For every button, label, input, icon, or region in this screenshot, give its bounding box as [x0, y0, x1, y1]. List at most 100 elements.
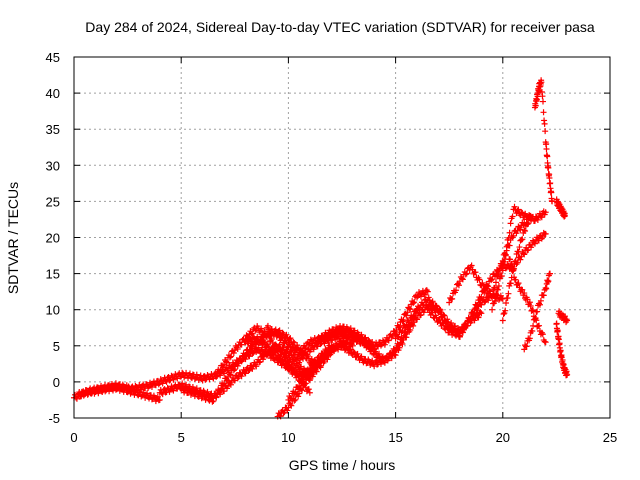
data-point [517, 226, 524, 233]
data-point [424, 288, 431, 295]
data-point [213, 394, 220, 401]
data-point [530, 322, 537, 329]
data-point [436, 306, 443, 313]
y-tick-label: 15 [46, 267, 60, 282]
data-point [385, 337, 392, 344]
data-point [395, 333, 402, 340]
data-point [519, 236, 526, 243]
data-point [343, 343, 350, 350]
data-point [235, 373, 242, 380]
data-point [540, 98, 546, 105]
data-point [227, 372, 234, 379]
data-point [525, 220, 532, 227]
data-point [231, 366, 238, 373]
data-point [283, 352, 290, 359]
data-point [506, 229, 513, 236]
data-point [561, 212, 568, 219]
data-point [256, 340, 263, 347]
data-point [495, 282, 502, 289]
y-tick-label: 20 [46, 231, 60, 246]
data-point [453, 287, 460, 294]
data-point [246, 347, 253, 354]
y-tick-label: 10 [46, 303, 60, 318]
data-point [524, 221, 531, 228]
data-point [196, 390, 203, 397]
data-point [223, 358, 230, 365]
data-point [365, 341, 372, 348]
data-point [413, 310, 420, 317]
data-point [440, 320, 447, 327]
data-point [301, 381, 308, 388]
data-point [163, 378, 170, 385]
data-point [539, 93, 546, 100]
data-point [294, 360, 301, 367]
data-point [373, 350, 380, 357]
data-point [519, 209, 526, 216]
data-point [498, 273, 505, 280]
data-point [512, 276, 519, 283]
data-point [459, 329, 466, 336]
data-point [540, 109, 547, 116]
data-point [242, 351, 249, 358]
data-point [522, 227, 529, 234]
series-track-u [553, 320, 571, 379]
data-point [292, 396, 299, 403]
data-point [521, 251, 528, 258]
data-point [309, 369, 316, 376]
data-point [481, 299, 488, 306]
data-point [518, 209, 525, 216]
data-point [286, 340, 293, 347]
data-point [321, 340, 328, 347]
data-point [288, 402, 295, 409]
data-point [253, 363, 260, 370]
data-point [410, 300, 417, 307]
data-point [275, 345, 282, 352]
data-point [327, 348, 334, 355]
data-point [234, 362, 241, 369]
y-tick-label: -5 [48, 411, 60, 426]
data-point [515, 280, 522, 287]
data-point [436, 315, 443, 322]
data-point [320, 354, 327, 361]
data-point [199, 377, 206, 384]
data-point [388, 355, 395, 362]
data-point [292, 371, 299, 378]
data-point [425, 294, 432, 301]
data-point [324, 356, 331, 363]
data-point [546, 174, 553, 181]
data-point [350, 348, 357, 355]
data-point [217, 367, 224, 374]
data-point [531, 316, 538, 323]
data-point [497, 292, 504, 299]
data-point [287, 335, 294, 342]
data-point [399, 341, 406, 348]
data-point [416, 306, 423, 313]
data-point [509, 213, 516, 220]
data-point [505, 290, 512, 297]
data-point [510, 232, 517, 239]
data-point [234, 375, 241, 382]
data-point [515, 223, 522, 230]
data-point [283, 331, 290, 338]
data-point [369, 339, 376, 346]
data-point [159, 380, 166, 387]
data-point [521, 290, 528, 297]
data-point [507, 280, 514, 287]
data-point [280, 410, 287, 417]
data-point [254, 333, 261, 340]
data-point [420, 301, 427, 308]
data-point [536, 322, 543, 329]
data-point [492, 298, 499, 305]
data-point [237, 356, 244, 363]
data-point [471, 306, 478, 313]
data-point [514, 227, 521, 234]
axis-ticks [73, 56, 611, 419]
data-point [406, 319, 413, 326]
data-point [516, 244, 523, 251]
data-point [230, 367, 237, 374]
data-point [437, 309, 444, 316]
data-point [289, 344, 296, 351]
data-point [475, 314, 482, 321]
data-point [456, 333, 463, 340]
